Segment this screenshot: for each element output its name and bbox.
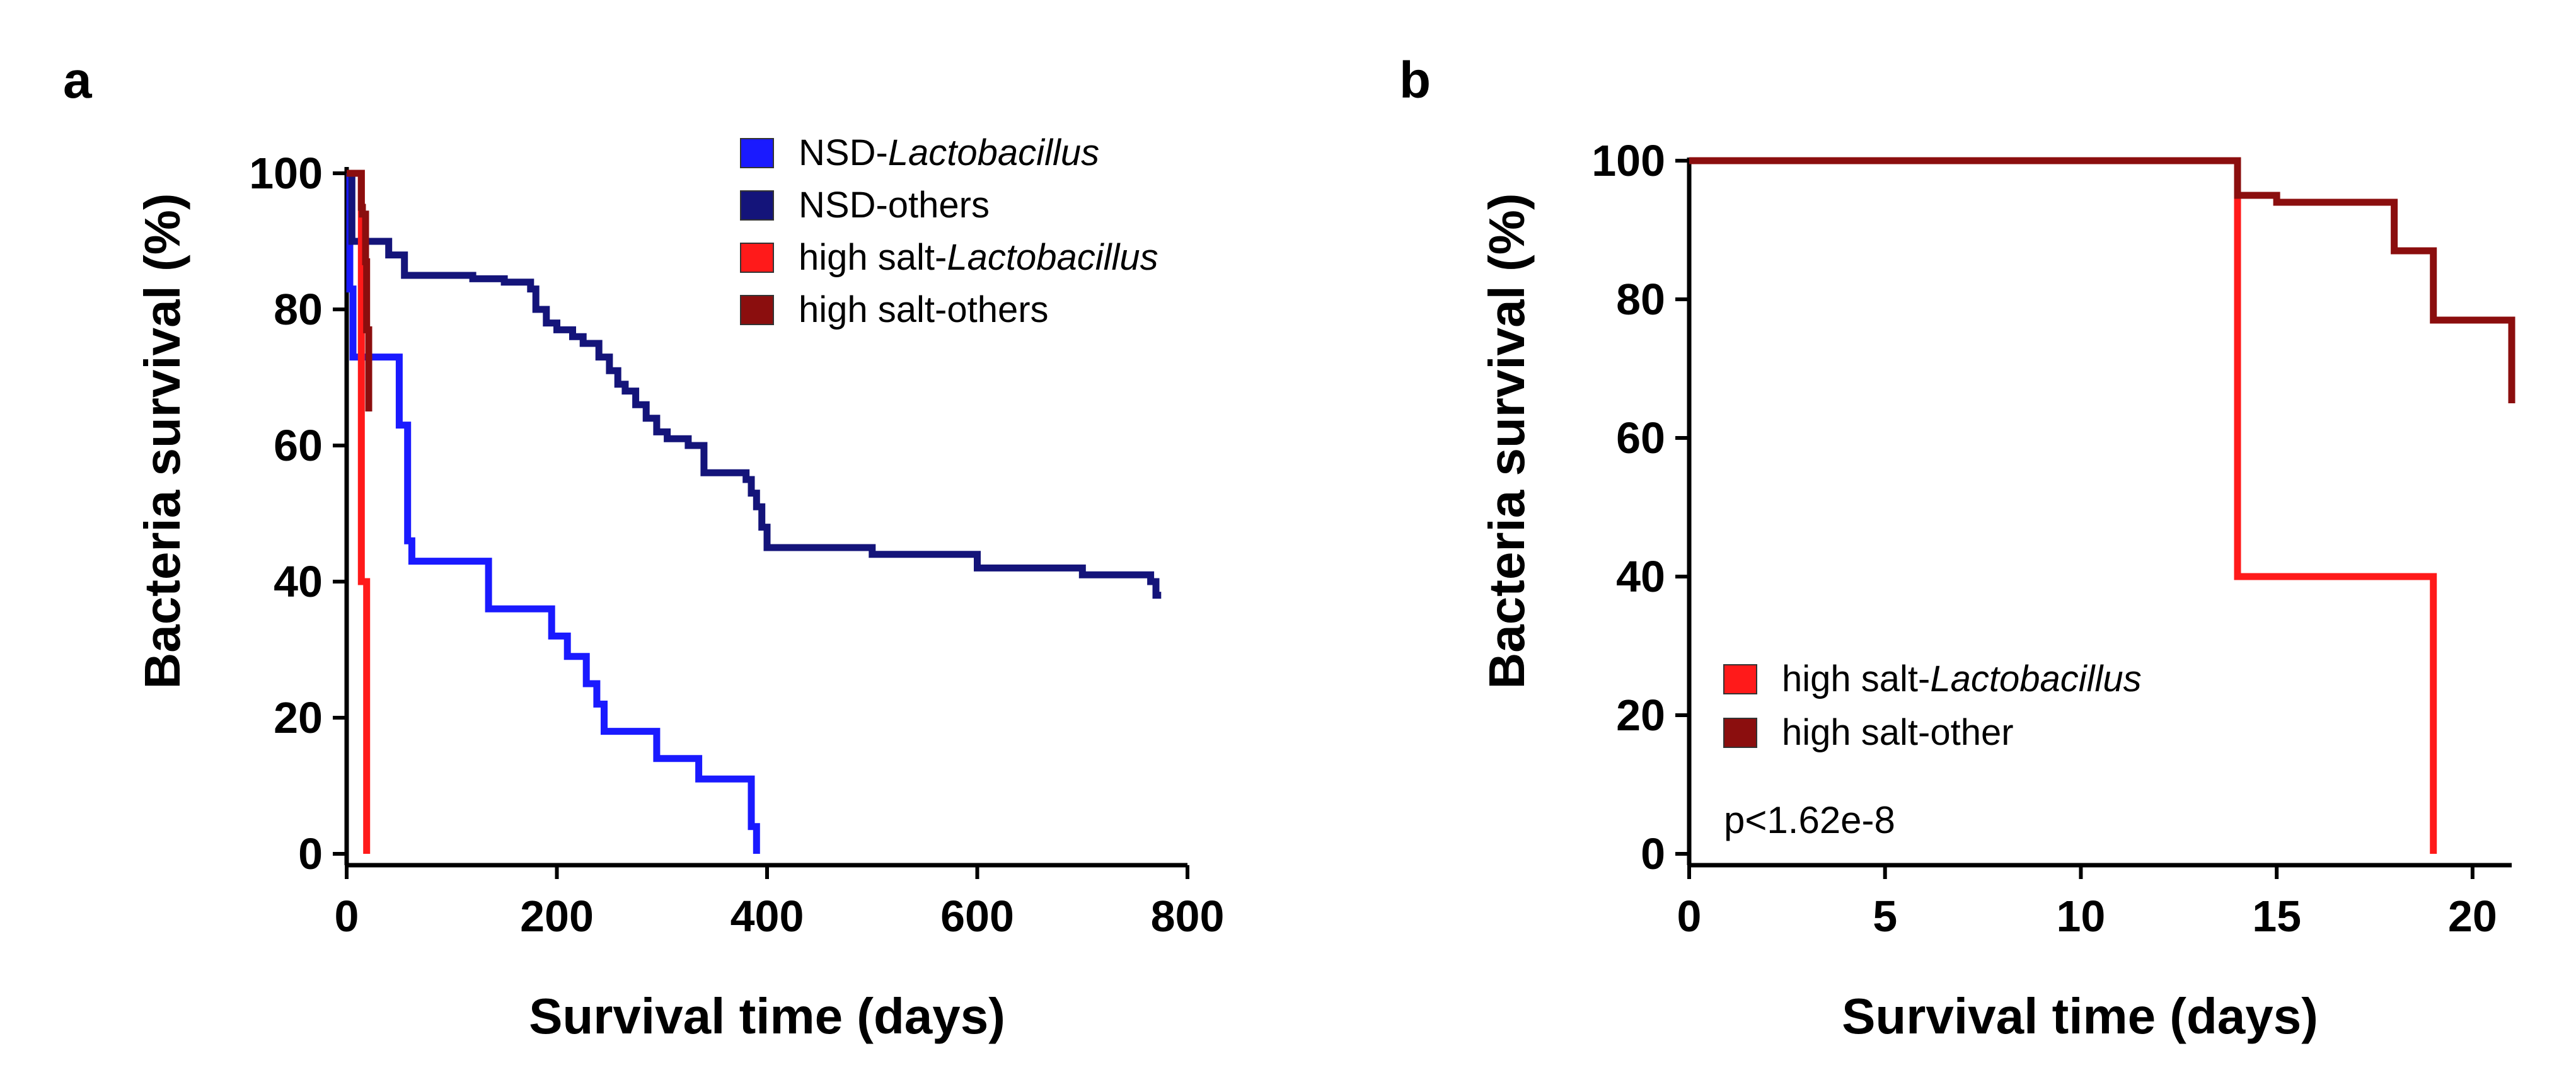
x-tick-label: 10	[2056, 892, 2105, 941]
y-tick-label: 100	[1591, 136, 1665, 185]
legend-label-italic: Lactobacillus	[947, 237, 1158, 278]
legend-swatch	[1723, 664, 1757, 694]
x-tick-label: 800	[1151, 892, 1225, 941]
chart-panel-b: b Bacteria survival (%) Survival time (d…	[1399, 52, 2515, 1044]
legend-swatch	[740, 243, 774, 273]
legend-label-italic: Lactobacillus	[1930, 658, 2141, 699]
y-tick-label: 20	[274, 693, 323, 742]
legend-swatch	[1723, 718, 1757, 748]
legend-label-prefix: high salt-	[1782, 658, 1930, 699]
panel-letter-b: b	[1399, 52, 1431, 109]
legend-label: NSD-others	[799, 185, 990, 226]
legend-label-prefix: high salt-other	[1782, 712, 2014, 753]
y-tick-label: 80	[274, 285, 323, 334]
p-value-annotation: p<1.62e-8	[1724, 799, 1895, 841]
chart-panel-a: a Bacteria survival (%) Survival time (d…	[63, 52, 1224, 1044]
legend-swatch	[740, 190, 774, 221]
x-axis-title-b: Survival time (days)	[1842, 988, 2318, 1044]
x-ticks-b: 0 5 10 15 20	[1677, 865, 2497, 941]
y-tick-label: 100	[249, 149, 323, 198]
x-tick-label: 0	[335, 892, 359, 941]
legend-label: high salt-Lactobacillus	[1782, 658, 2142, 699]
panel-letter-a: a	[63, 52, 93, 109]
legend-label: high salt-Lactobacillus	[799, 237, 1158, 278]
legend-b: high salt-Lactobacillus high salt-other	[1723, 658, 2142, 753]
series-group-b	[1689, 157, 2515, 854]
legend-label-prefix: NSD-	[799, 132, 888, 173]
x-ticks-a: 0 200 400 600 800	[335, 865, 1225, 941]
series-line-nsd-lactobacillus	[346, 170, 760, 854]
y-tick-label: 40	[274, 557, 323, 606]
x-tick-label: 400	[731, 892, 804, 941]
x-tick-label: 5	[1873, 892, 1897, 941]
x-tick-label: 600	[940, 892, 1014, 941]
legend-label-prefix: NSD-others	[799, 185, 990, 226]
y-ticks-b: 0 20 40 60 80 100	[1591, 136, 1689, 878]
x-tick-label: 15	[2252, 892, 2301, 941]
legend-label-prefix: high salt-others	[799, 289, 1049, 330]
y-tick-label: 60	[1616, 413, 1665, 463]
series-line-nsd-others	[347, 170, 1162, 599]
legend-swatch	[740, 138, 774, 168]
x-tick-label: 20	[2448, 892, 2497, 941]
legend-label: high salt-others	[799, 289, 1049, 330]
y-tick-label: 0	[1641, 829, 1665, 878]
y-axis-title-b: Bacteria survival (%)	[1479, 193, 1535, 689]
y-axis-title-a: Bacteria survival (%)	[134, 193, 190, 689]
legend-label-italic: Lactobacillus	[888, 132, 1099, 173]
y-ticks-a: 0 20 40 60 80 100	[249, 149, 347, 878]
legend-swatch	[740, 295, 774, 325]
series-line-high-salt-other	[1689, 157, 2515, 403]
series-group-a	[346, 170, 1162, 854]
y-tick-label: 0	[298, 829, 323, 878]
y-tick-label: 80	[1616, 275, 1665, 324]
x-tick-label: 0	[1677, 892, 1702, 941]
y-tick-label: 60	[274, 421, 323, 470]
y-tick-label: 20	[1616, 691, 1665, 740]
legend-label-prefix: high salt-	[799, 237, 947, 278]
x-axis-title-a: Survival time (days)	[529, 988, 1005, 1044]
x-tick-label: 200	[520, 892, 594, 941]
legend-label: NSD-Lactobacillus	[799, 132, 1099, 173]
y-tick-label: 40	[1616, 552, 1665, 601]
series-line-high-salt-others	[347, 170, 373, 411]
legend-label: high salt-other	[1782, 712, 2014, 753]
